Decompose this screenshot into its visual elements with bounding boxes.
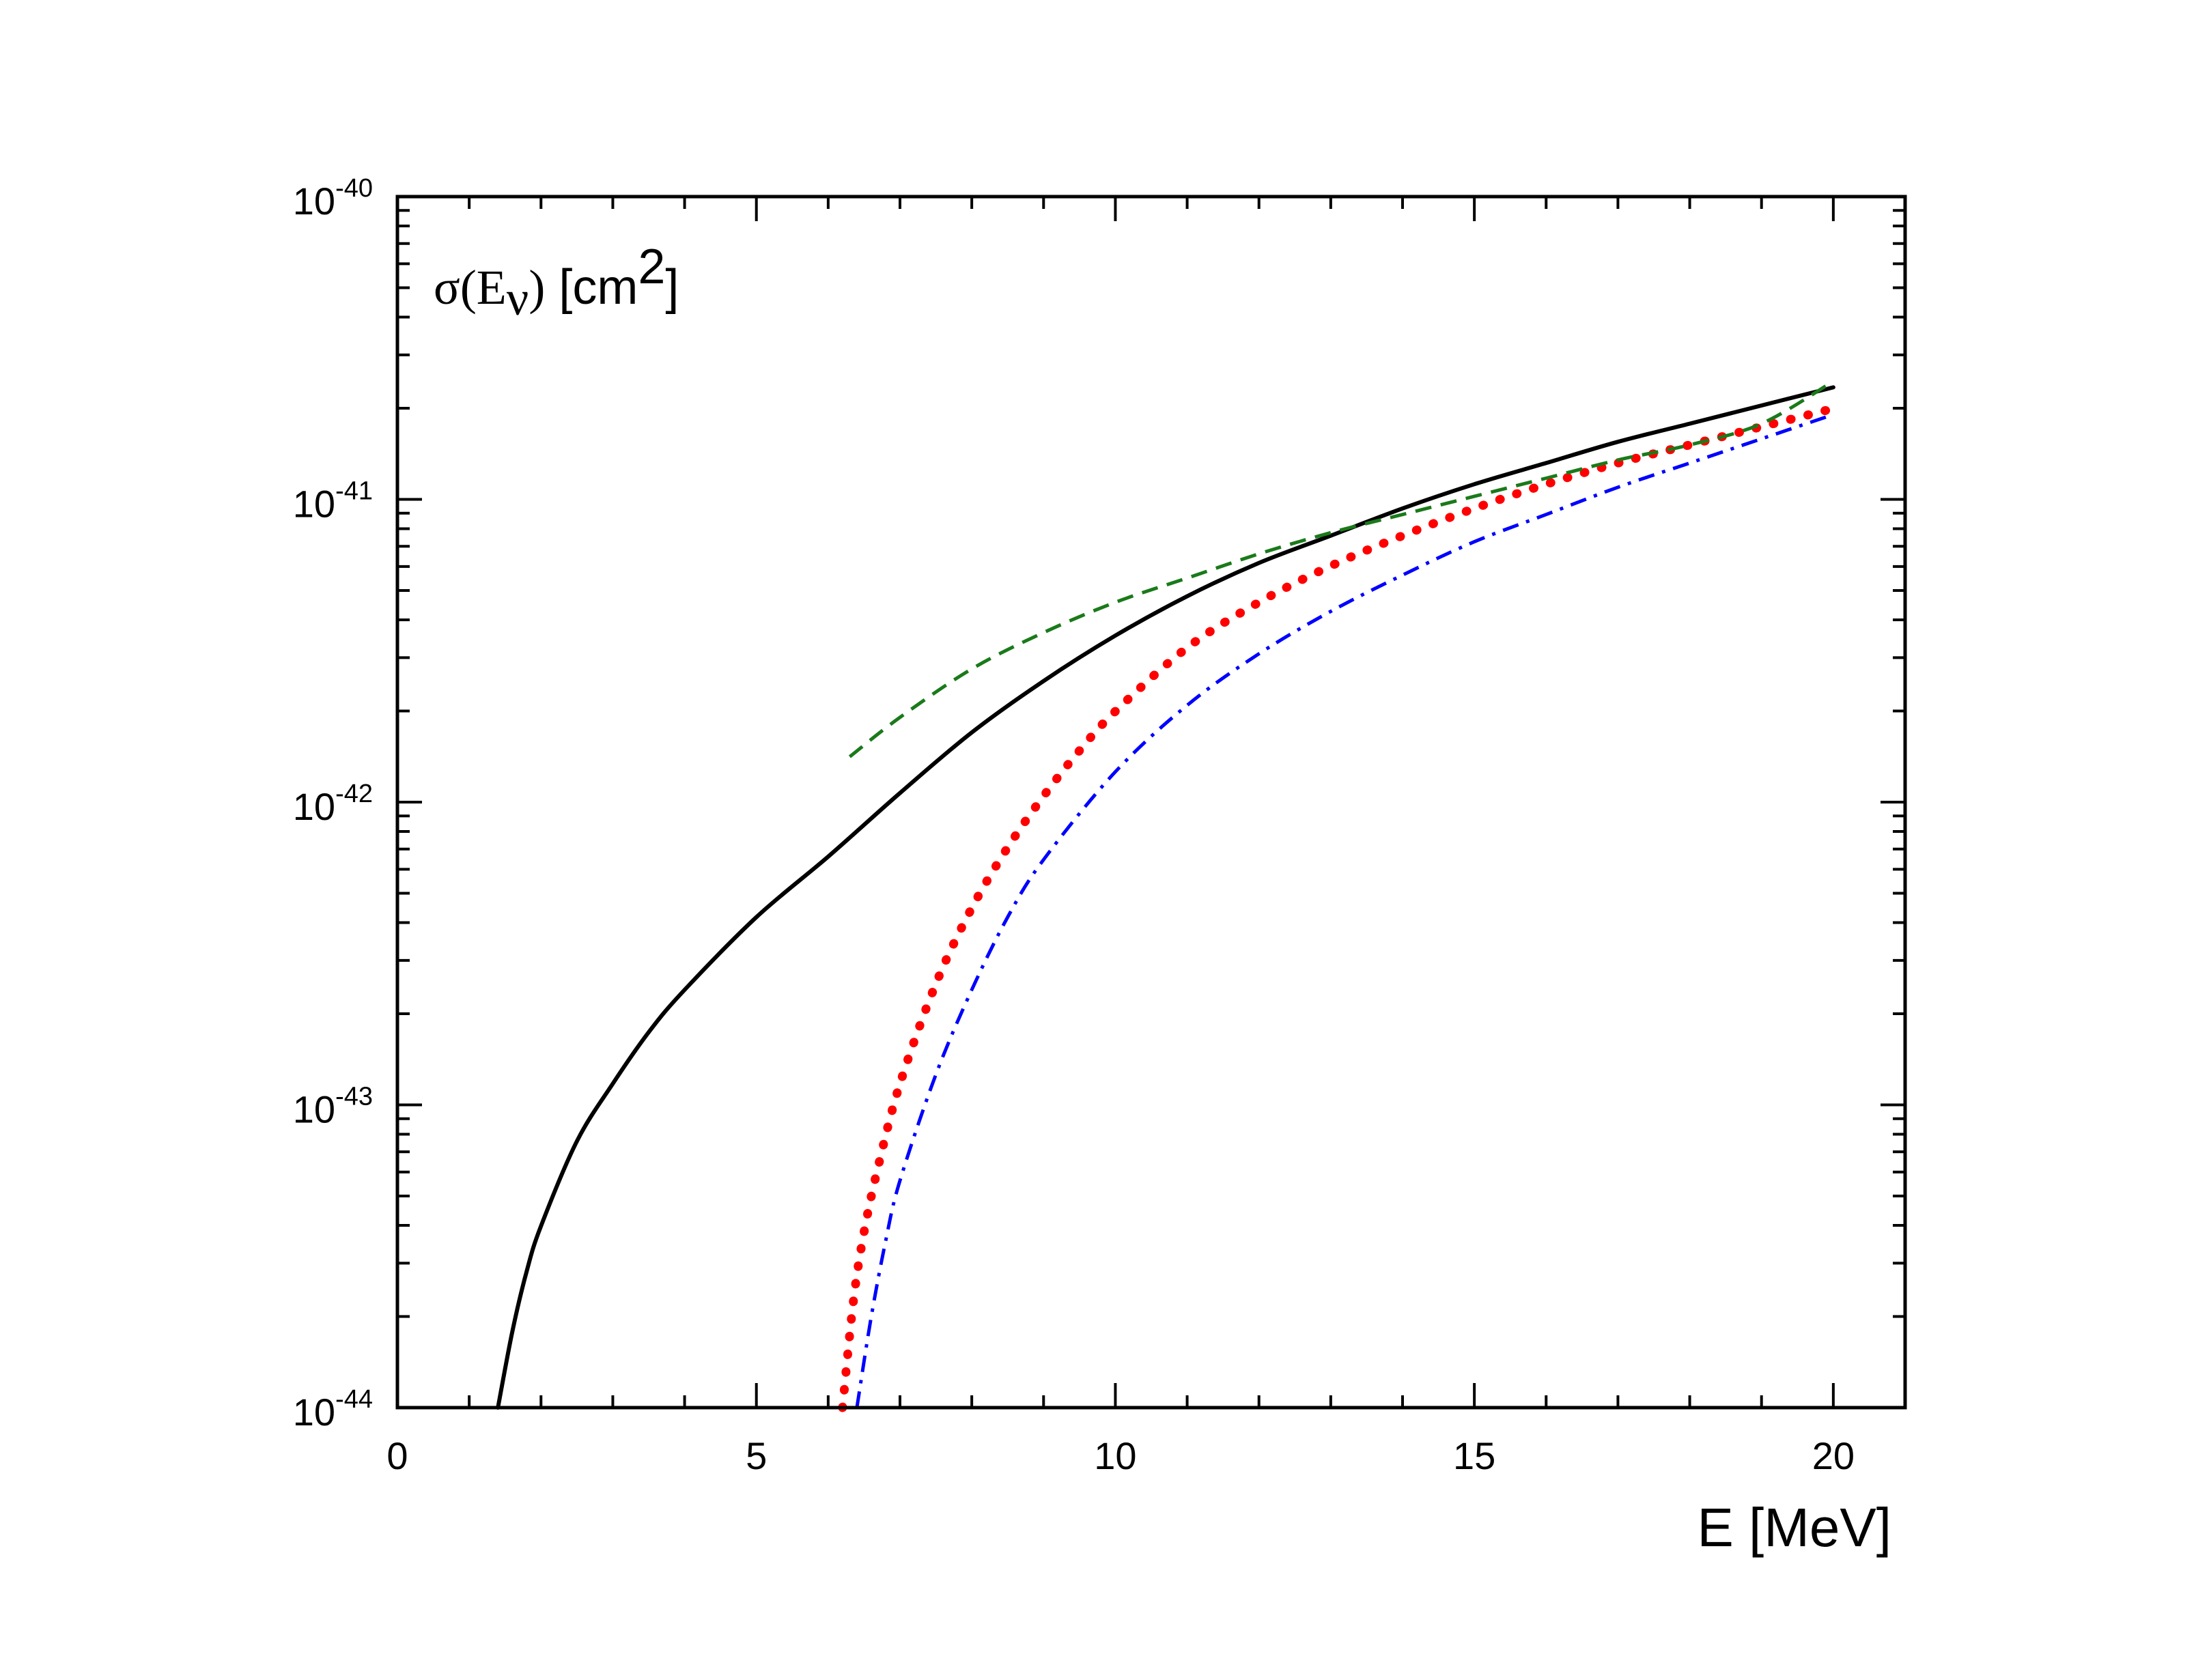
sigma-close-paren: ) xyxy=(529,260,545,315)
unit-close: ] xyxy=(665,260,679,315)
series-line-0 xyxy=(496,385,1835,1410)
sigma-variable: E xyxy=(477,260,507,315)
x-axis-title: E [MeV] xyxy=(1697,1497,1891,1558)
sigma-open-paren: ( xyxy=(460,260,477,315)
y-tick-label: 10-41 xyxy=(293,477,373,526)
x-tick-label: 20 xyxy=(1812,1434,1855,1477)
x-tick-label: 10 xyxy=(1094,1434,1136,1477)
sigma-annotation: σ(Eν) [cm2] xyxy=(434,240,679,326)
y-tick-label: 10-40 xyxy=(293,174,373,223)
y-tick-exponent: -41 xyxy=(335,477,373,506)
unit-superscript: 2 xyxy=(638,240,665,294)
series-line-1 xyxy=(838,404,1838,1412)
sigma-subscript: ν xyxy=(507,271,529,326)
y-tick-label: 10-43 xyxy=(293,1083,373,1131)
x-tick-label: 5 xyxy=(746,1434,767,1477)
plot-frame xyxy=(395,195,1907,1410)
y-tick-exponent: -40 xyxy=(335,174,373,203)
y-tick-label: 10-42 xyxy=(293,780,373,828)
y-tick-base: 10 xyxy=(293,1088,335,1131)
y-tick-base: 10 xyxy=(293,1391,335,1434)
x-tick-label: 0 xyxy=(386,1434,408,1477)
y-tick-exponent: -42 xyxy=(335,780,373,808)
unit-open: [cm xyxy=(545,260,638,315)
series-line-2 xyxy=(848,380,1835,758)
y-tick-exponent: -44 xyxy=(335,1385,373,1414)
y-tick-base: 10 xyxy=(293,785,335,828)
y-tick-base: 10 xyxy=(293,180,335,223)
y-tick-base: 10 xyxy=(293,483,335,526)
series-layer xyxy=(496,380,1838,1412)
y-tick-exponent: -43 xyxy=(335,1083,373,1111)
series-line-3 xyxy=(855,412,1834,1408)
y-tick-label: 10-44 xyxy=(293,1385,373,1434)
x-tick-label: 15 xyxy=(1453,1434,1495,1477)
sigma-symbol: σ xyxy=(434,260,460,315)
